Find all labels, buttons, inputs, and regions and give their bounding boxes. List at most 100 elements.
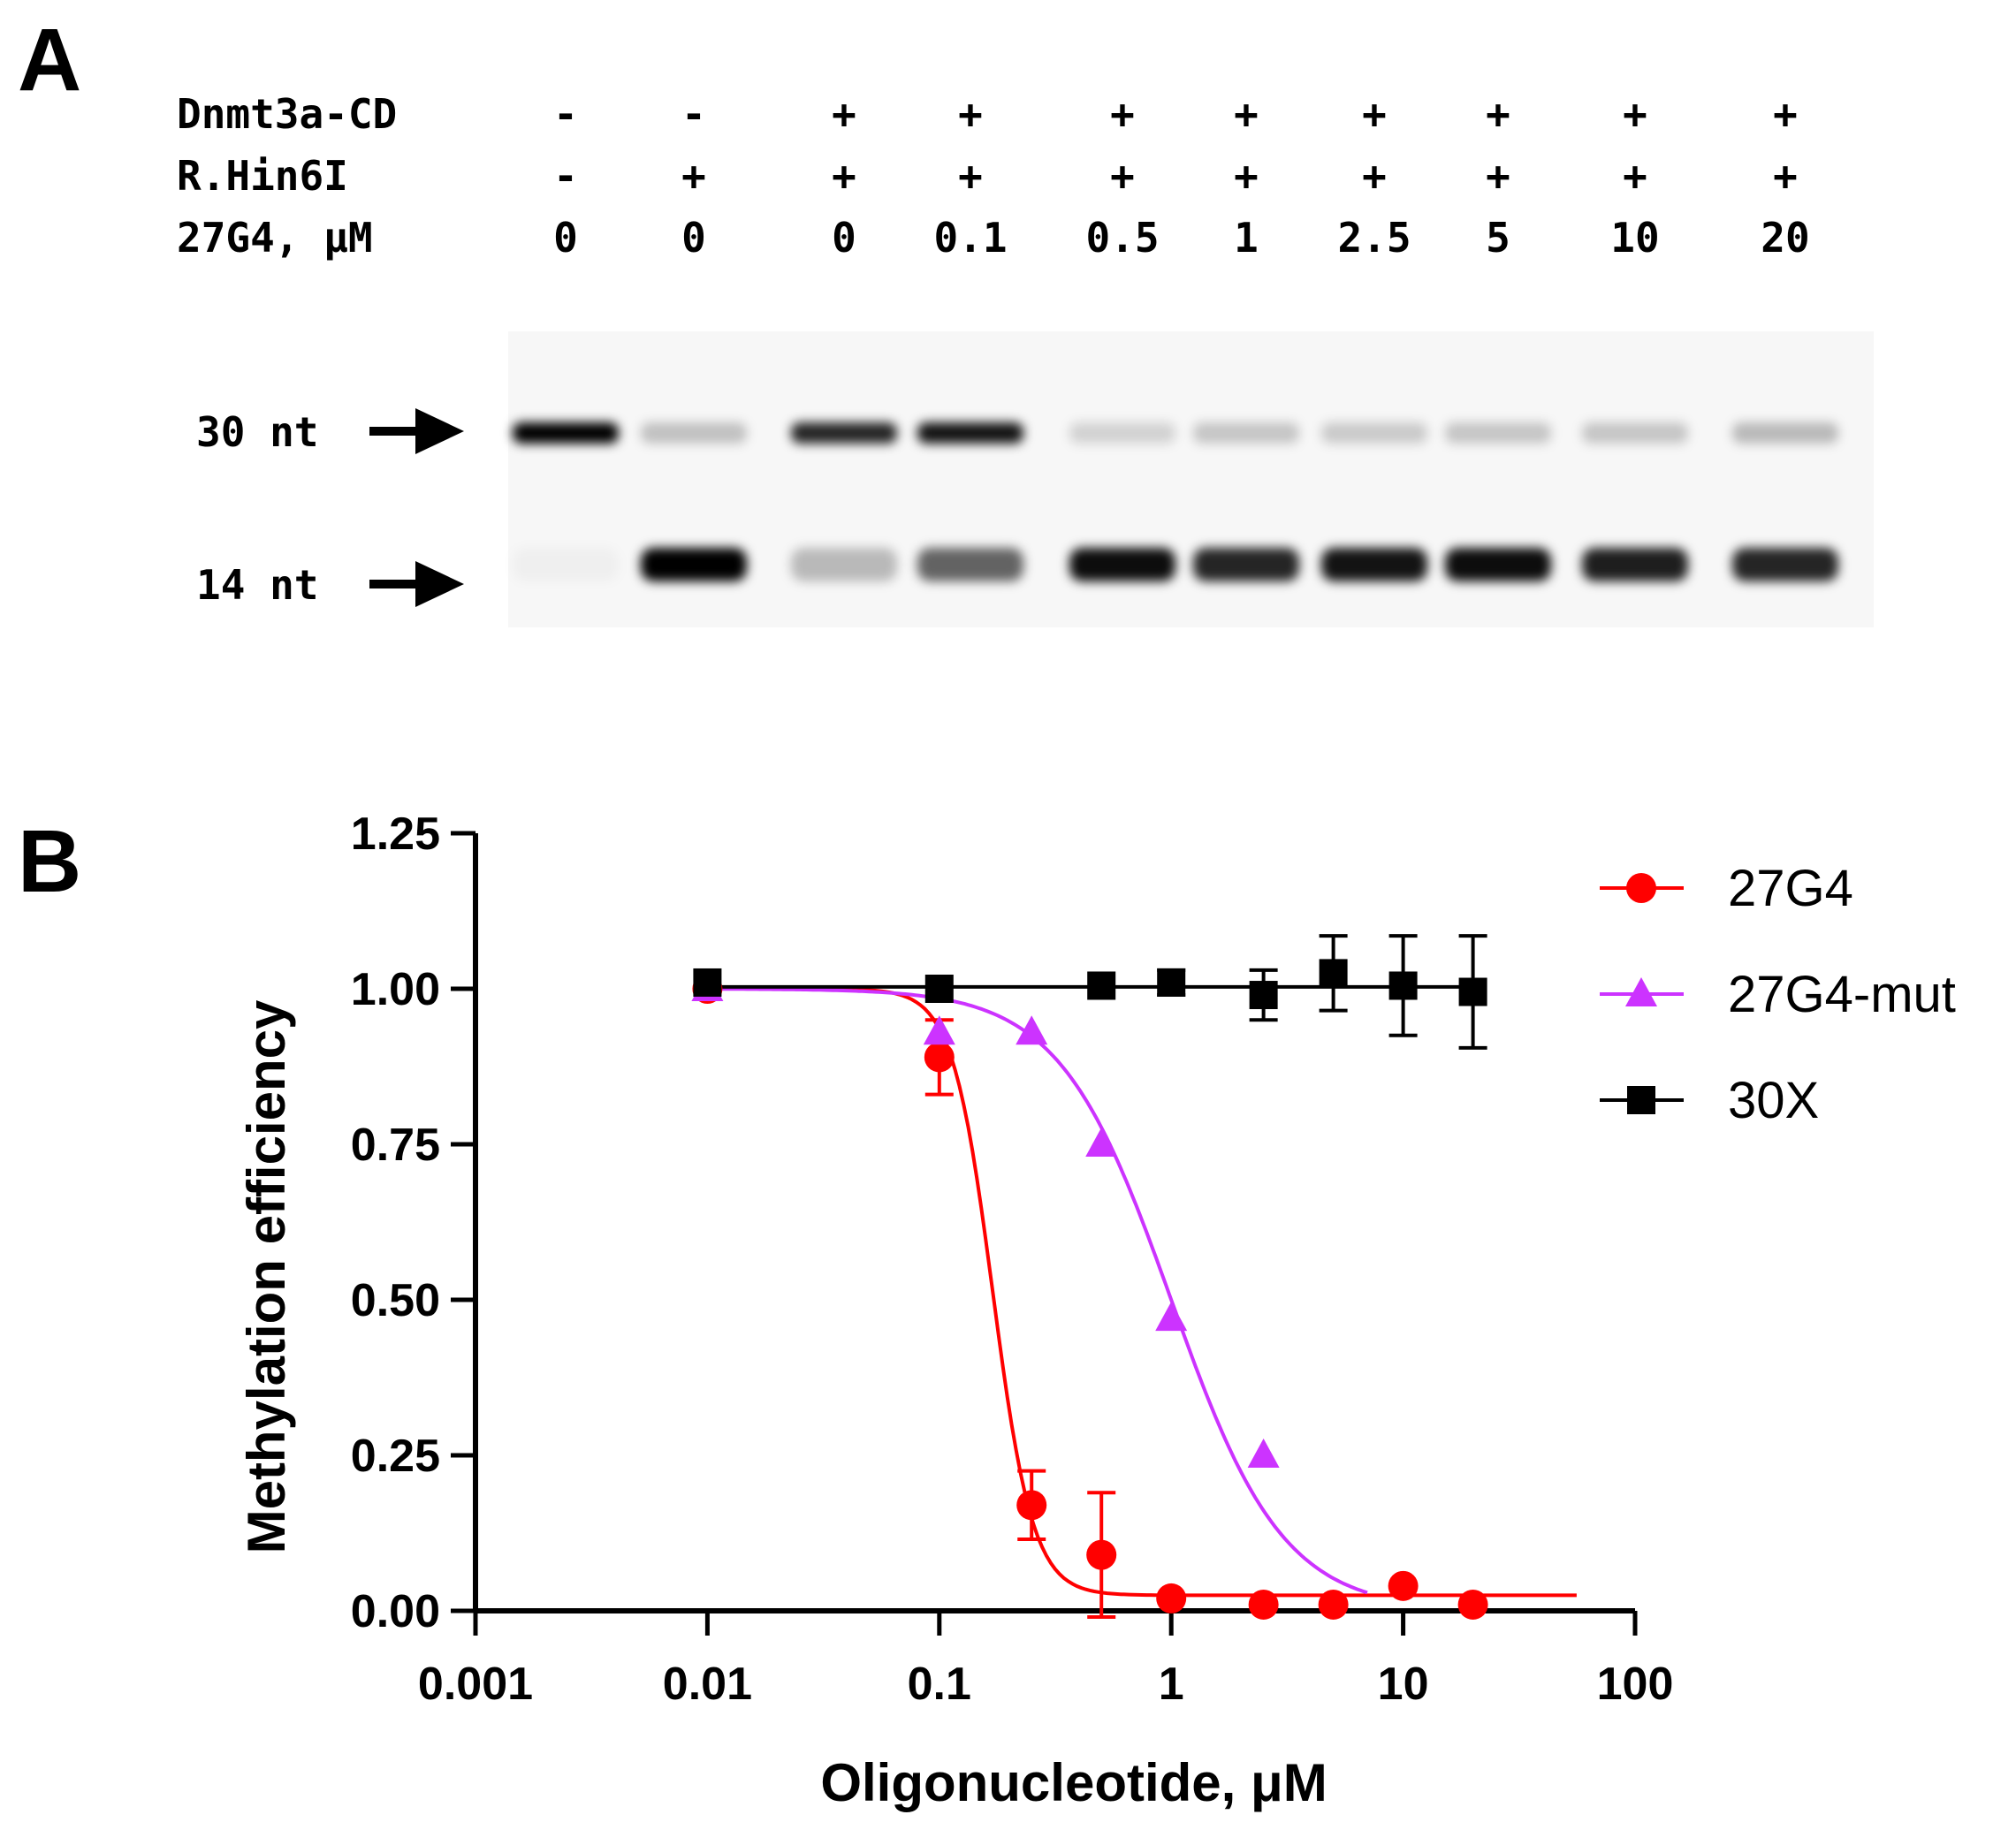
arrow-30nt-icon bbox=[415, 408, 464, 454]
x-tick-label: 0.1 bbox=[908, 1659, 971, 1710]
row-label: 27G4, μM bbox=[177, 214, 373, 262]
lane-label-dnmt: + bbox=[1234, 90, 1259, 138]
chart-fit-curves bbox=[707, 984, 1577, 1598]
lane-label-hin: + bbox=[958, 152, 983, 200]
legend-label: 27G4-mut bbox=[1728, 966, 1956, 1023]
band-30nt bbox=[1069, 422, 1175, 444]
gel-lane-labels: - - 0 - +0 + +0 + +0.1 + +0.5 + +1 + +2.5 + +5 + +10 + +20 bbox=[553, 90, 1810, 262]
band-14nt bbox=[1069, 548, 1175, 581]
band-14nt bbox=[513, 548, 619, 581]
band-14nt bbox=[1321, 548, 1427, 581]
band-14nt bbox=[641, 548, 747, 581]
band-30nt bbox=[1193, 422, 1299, 444]
lane-label-conc: 5 bbox=[1486, 214, 1510, 262]
band-30nt bbox=[641, 422, 747, 444]
band-14nt bbox=[1193, 548, 1299, 581]
lane-label-hin: + bbox=[1234, 152, 1259, 200]
chart-error-bars bbox=[924, 934, 1487, 1620]
data-point-30X bbox=[1249, 981, 1278, 1010]
lane-label-dnmt: - bbox=[553, 90, 578, 138]
y-tick-label: 0.25 bbox=[351, 1431, 440, 1482]
gel-background bbox=[508, 331, 1874, 627]
lane-label-dnmt: + bbox=[832, 90, 856, 138]
x-tick-label: 0.001 bbox=[418, 1659, 533, 1710]
y-tick-label: 0.00 bbox=[351, 1586, 440, 1637]
y-tick-label: 0.75 bbox=[351, 1120, 440, 1171]
svg-text:30 nt: 30 nt bbox=[196, 408, 318, 456]
gel-row-labels: Dnmt3a-CD R.Hin6I 27G4, μM bbox=[177, 90, 397, 262]
y-tick-label: 1.25 bbox=[351, 809, 440, 860]
data-point-30X bbox=[693, 968, 722, 997]
data-point-30X bbox=[1458, 977, 1487, 1006]
lane-label-dnmt: + bbox=[1110, 90, 1135, 138]
lane-label-conc: 0 bbox=[681, 214, 706, 262]
y-tick-label: 0.50 bbox=[351, 1275, 440, 1326]
data-point-30X bbox=[1388, 971, 1418, 1000]
methylation-chart: 0.00 0.25 0.50 0.75 1.00 1.25 0.001 0.01 0.1 1 10 1… bbox=[237, 809, 1956, 1812]
panel-a-letter: A bbox=[18, 11, 82, 110]
data-point-27G4 bbox=[1248, 1589, 1279, 1620]
band-30nt bbox=[917, 422, 1023, 444]
gel-bands bbox=[513, 422, 1838, 581]
lane-label-dnmt: - bbox=[681, 90, 706, 138]
lane-label-conc: 0 bbox=[832, 214, 856, 262]
data-point-27G4-mut bbox=[1085, 1128, 1118, 1157]
lane-label-conc: 20 bbox=[1761, 214, 1809, 262]
data-point-27G4 bbox=[1156, 1583, 1187, 1613]
x-tick-label: 1 bbox=[1159, 1659, 1184, 1710]
x-tick-label: 100 bbox=[1597, 1659, 1674, 1710]
lane-label-hin: + bbox=[1773, 152, 1798, 200]
data-point-27G4 bbox=[1016, 1490, 1047, 1521]
band-14nt bbox=[1732, 548, 1838, 581]
x-tick-label: 0.01 bbox=[663, 1659, 752, 1710]
legend-marker bbox=[1626, 873, 1656, 903]
data-point-27G4 bbox=[1388, 1570, 1419, 1601]
band-14nt bbox=[917, 548, 1023, 581]
data-point-27G4 bbox=[1086, 1539, 1117, 1570]
lane-label-dnmt: + bbox=[958, 90, 983, 138]
lane-label-dnmt: + bbox=[1362, 90, 1387, 138]
data-point-30X bbox=[1087, 971, 1116, 1000]
row-label: R.Hin6I bbox=[177, 152, 348, 200]
chart-data-points bbox=[691, 959, 1488, 1620]
fit-curve-27G4 bbox=[707, 987, 1577, 1598]
data-point-30X bbox=[1319, 959, 1348, 988]
band-label-30nt: 30 nt bbox=[196, 408, 464, 456]
x-tick-label: 10 bbox=[1378, 1659, 1429, 1710]
data-point-27G4-mut bbox=[1155, 1302, 1188, 1332]
data-point-27G4 bbox=[1318, 1589, 1349, 1620]
panel-b-letter: B bbox=[18, 812, 82, 911]
data-point-27G4-mut bbox=[1247, 1439, 1280, 1468]
lane-label-dnmt: + bbox=[1623, 90, 1647, 138]
legend-marker bbox=[1625, 977, 1657, 1006]
lane-label-hin: + bbox=[1110, 152, 1135, 200]
lane-label-hin: + bbox=[1486, 152, 1510, 200]
lane-label-hin: - bbox=[553, 152, 578, 200]
lane-label-conc: 0.1 bbox=[933, 214, 1007, 262]
arrow-14nt-shaft bbox=[369, 580, 418, 588]
gel-panel: Dnmt3a-CD R.Hin6I 27G4, μM - - 0 - +0 + +0 + +0.1 +… bbox=[177, 90, 1874, 627]
lane-label-dnmt: + bbox=[1486, 90, 1510, 138]
legend-label: 30X bbox=[1728, 1072, 1819, 1129]
data-point-27G4-mut bbox=[923, 1015, 955, 1045]
lane-label-hin: + bbox=[1362, 152, 1387, 200]
data-point-30X bbox=[1157, 968, 1186, 997]
band-30nt bbox=[791, 422, 897, 444]
arrow-30nt-shaft bbox=[369, 427, 418, 436]
legend-marker bbox=[1627, 1086, 1655, 1114]
band-label-14nt: 14 nt bbox=[196, 561, 464, 609]
lane-label-dnmt: + bbox=[1773, 90, 1798, 138]
lane-label-conc: 2.5 bbox=[1337, 214, 1411, 262]
data-point-30X bbox=[924, 975, 954, 1003]
band-14nt bbox=[1582, 548, 1688, 581]
band-30nt bbox=[513, 422, 619, 444]
lane-label-hin: + bbox=[832, 152, 856, 200]
chart-legend: 27G4 27G4-mut 30X bbox=[1600, 860, 1956, 1129]
band-30nt bbox=[1732, 422, 1838, 444]
band-30nt bbox=[1321, 422, 1427, 444]
row-label: Dnmt3a-CD bbox=[177, 90, 397, 138]
lane-label-hin: + bbox=[681, 152, 706, 200]
band-30nt bbox=[1582, 422, 1688, 444]
y-axis-label: Methylation efficiency bbox=[237, 999, 296, 1553]
band-30nt bbox=[1445, 422, 1551, 444]
